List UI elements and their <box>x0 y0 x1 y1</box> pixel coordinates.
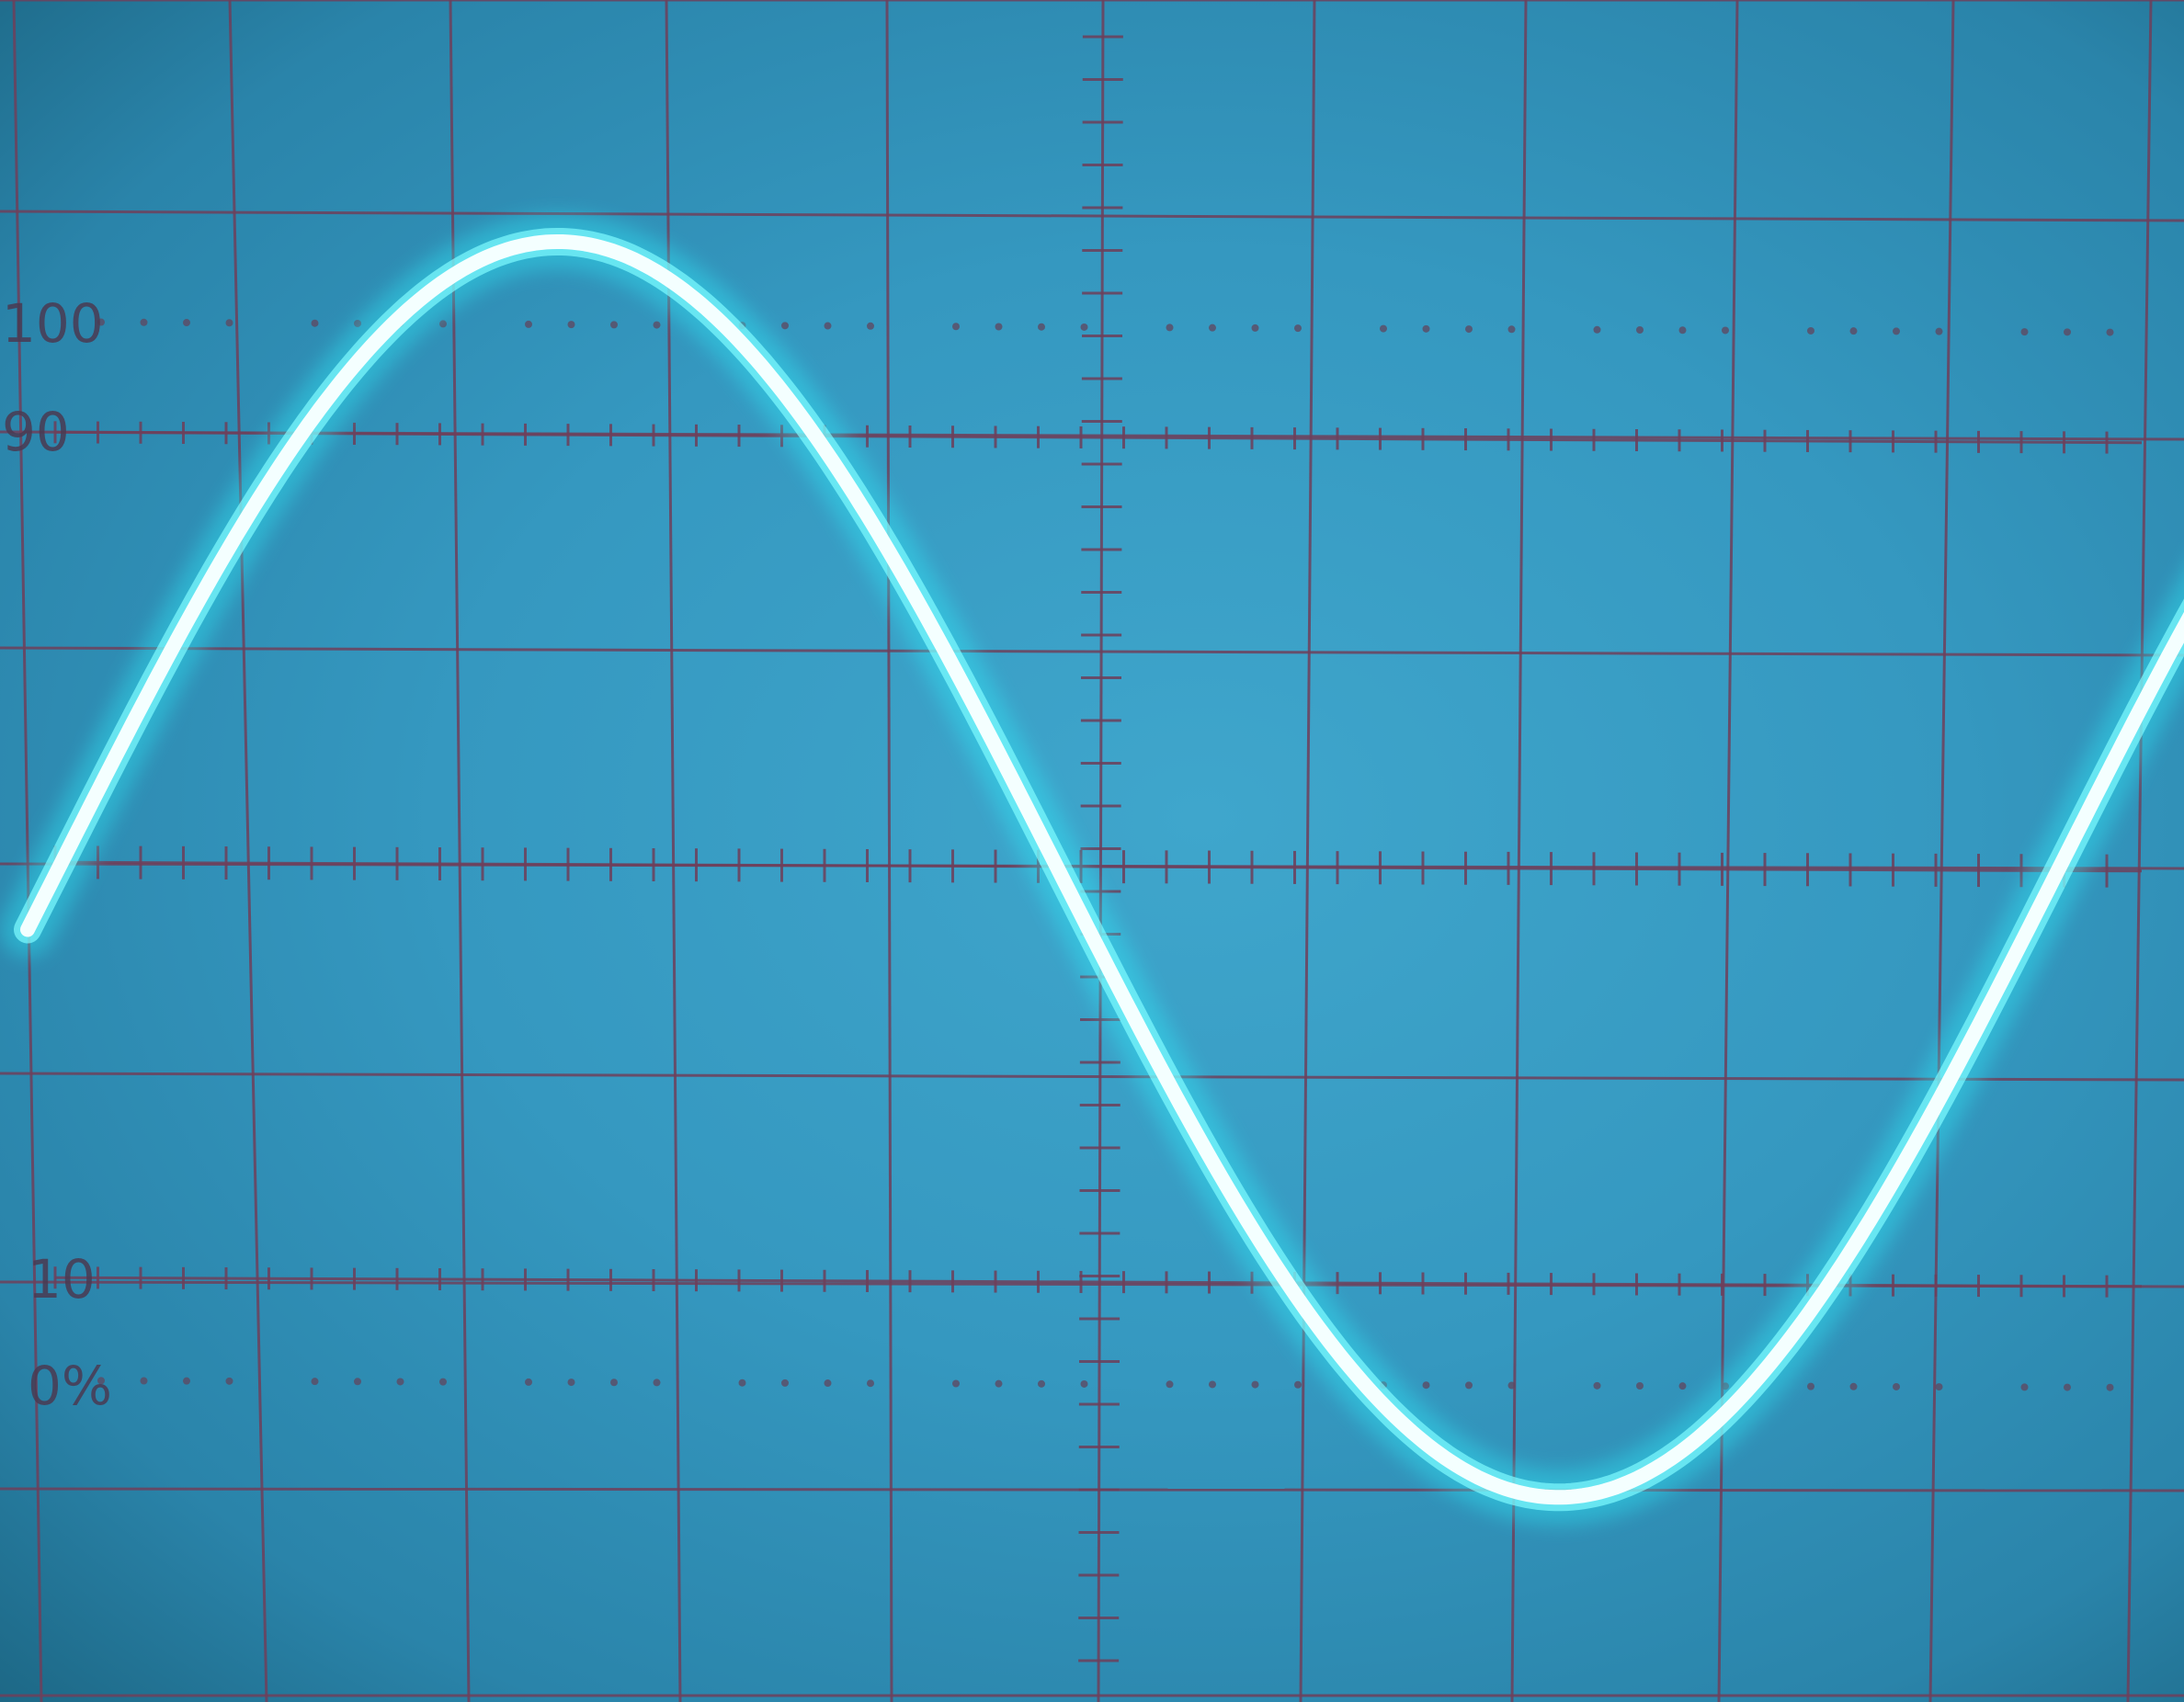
reference-dot <box>1593 1381 1601 1390</box>
graticule-vertical-line <box>1097 0 1105 1702</box>
reference-dot <box>140 1377 148 1385</box>
reference-dot <box>738 1379 746 1387</box>
reference-dot <box>824 1379 832 1388</box>
reference-dot <box>1422 324 1430 333</box>
reference-dot <box>2020 328 2029 336</box>
reference-dot <box>1251 1380 1259 1389</box>
graticule-vertical-line <box>885 0 893 1702</box>
reference-dot <box>1422 1381 1430 1390</box>
reference-dot <box>1935 327 1943 335</box>
reference-dot <box>311 1378 319 1386</box>
reference-dot <box>952 1379 960 1388</box>
reference-dot <box>952 323 960 331</box>
reference-dot <box>2064 328 2071 336</box>
reference-dot <box>1465 1381 1473 1390</box>
graticule-horizontal-line <box>0 646 2184 657</box>
reference-dot <box>610 321 618 329</box>
graticule-horizontal-line <box>0 1072 2184 1082</box>
reference-dot <box>1038 1379 1045 1388</box>
reference-dot <box>354 1378 361 1386</box>
reference-dots <box>97 318 2114 1391</box>
reference-dot <box>1465 325 1473 334</box>
reference-dot <box>439 1378 447 1386</box>
reference-dot <box>1166 1380 1174 1389</box>
reference-dot <box>1636 1382 1644 1390</box>
reference-dot <box>867 322 874 330</box>
reference-dot <box>653 1379 661 1387</box>
reference-dot <box>610 1379 618 1387</box>
reference-dot <box>225 1377 233 1385</box>
reference-dot <box>140 318 148 326</box>
reference-dot <box>2064 1383 2071 1391</box>
reference-dot <box>2106 1383 2114 1391</box>
reference-dot <box>1080 1379 1088 1388</box>
reference-dot <box>1893 327 1900 335</box>
graticule-vertical-line <box>1299 0 1316 1702</box>
graticule-vertical-line <box>1928 0 1955 1702</box>
reference-dot <box>2106 328 2114 336</box>
reference-dot <box>2020 1383 2029 1391</box>
reference-dot <box>1507 325 1516 334</box>
reference-dot <box>1380 324 1387 333</box>
tick-baseline <box>54 430 2143 445</box>
reference-dot <box>439 320 447 328</box>
trace-line <box>20 234 2184 1505</box>
graticule-vertical-line <box>1510 0 1528 1702</box>
graticule-vertical-line <box>12 0 43 1702</box>
reference-dot <box>1166 323 1174 332</box>
reference-dot <box>1636 326 1644 335</box>
reference-dot <box>225 319 233 327</box>
reference-dot <box>867 1379 874 1388</box>
reference-dot <box>354 319 361 327</box>
reference-dot <box>1893 1382 1900 1390</box>
reference-dot <box>567 321 575 329</box>
reference-dot <box>995 323 1003 331</box>
label-0-percent: 0% <box>28 1355 112 1417</box>
reference-dot <box>995 1379 1003 1388</box>
graticule-horizontal-line <box>0 210 2184 222</box>
reference-dot <box>1209 1380 1216 1389</box>
graticule-vertical-line <box>2126 0 2153 1702</box>
reference-dot <box>525 320 532 328</box>
reference-dot <box>1722 326 1729 335</box>
reference-dot <box>567 1379 575 1387</box>
reference-dot <box>1935 1383 1943 1391</box>
reference-dot <box>97 1377 105 1385</box>
graticule-vertical-line <box>228 0 268 1702</box>
reference-dot <box>183 1377 190 1385</box>
reference-dot <box>653 321 661 329</box>
reference-dot <box>1080 323 1088 331</box>
reference-dot <box>396 1378 404 1386</box>
label-100: 100 <box>2 292 104 355</box>
reference-dot <box>1849 327 1858 335</box>
reference-dot <box>781 1379 789 1387</box>
reference-dot <box>1507 1381 1516 1390</box>
reference-dot <box>1209 323 1216 332</box>
reference-dot <box>1038 323 1045 331</box>
reference-dot <box>1294 1380 1302 1389</box>
reference-dot <box>1849 1382 1858 1390</box>
label-90: 90 <box>2 401 70 463</box>
reference-dot <box>1807 1382 1814 1390</box>
reference-dot <box>1678 326 1687 335</box>
reference-dot <box>1294 324 1302 333</box>
reference-dot <box>1251 323 1259 332</box>
reference-dot <box>1678 1382 1687 1390</box>
reference-dot <box>311 319 319 327</box>
sine-trace <box>0 214 2184 1526</box>
reference-dot <box>97 318 105 326</box>
reference-dot <box>525 1378 532 1386</box>
reference-dot <box>1722 1382 1729 1390</box>
reference-dot <box>1807 326 1814 335</box>
reference-dot <box>824 322 832 330</box>
tick-baseline <box>54 860 2143 873</box>
reference-dot <box>1593 325 1601 334</box>
reference-dot <box>183 319 190 327</box>
tick-baseline <box>54 1276 2143 1288</box>
label-10: 10 <box>28 1248 96 1311</box>
reference-dot <box>781 322 789 330</box>
